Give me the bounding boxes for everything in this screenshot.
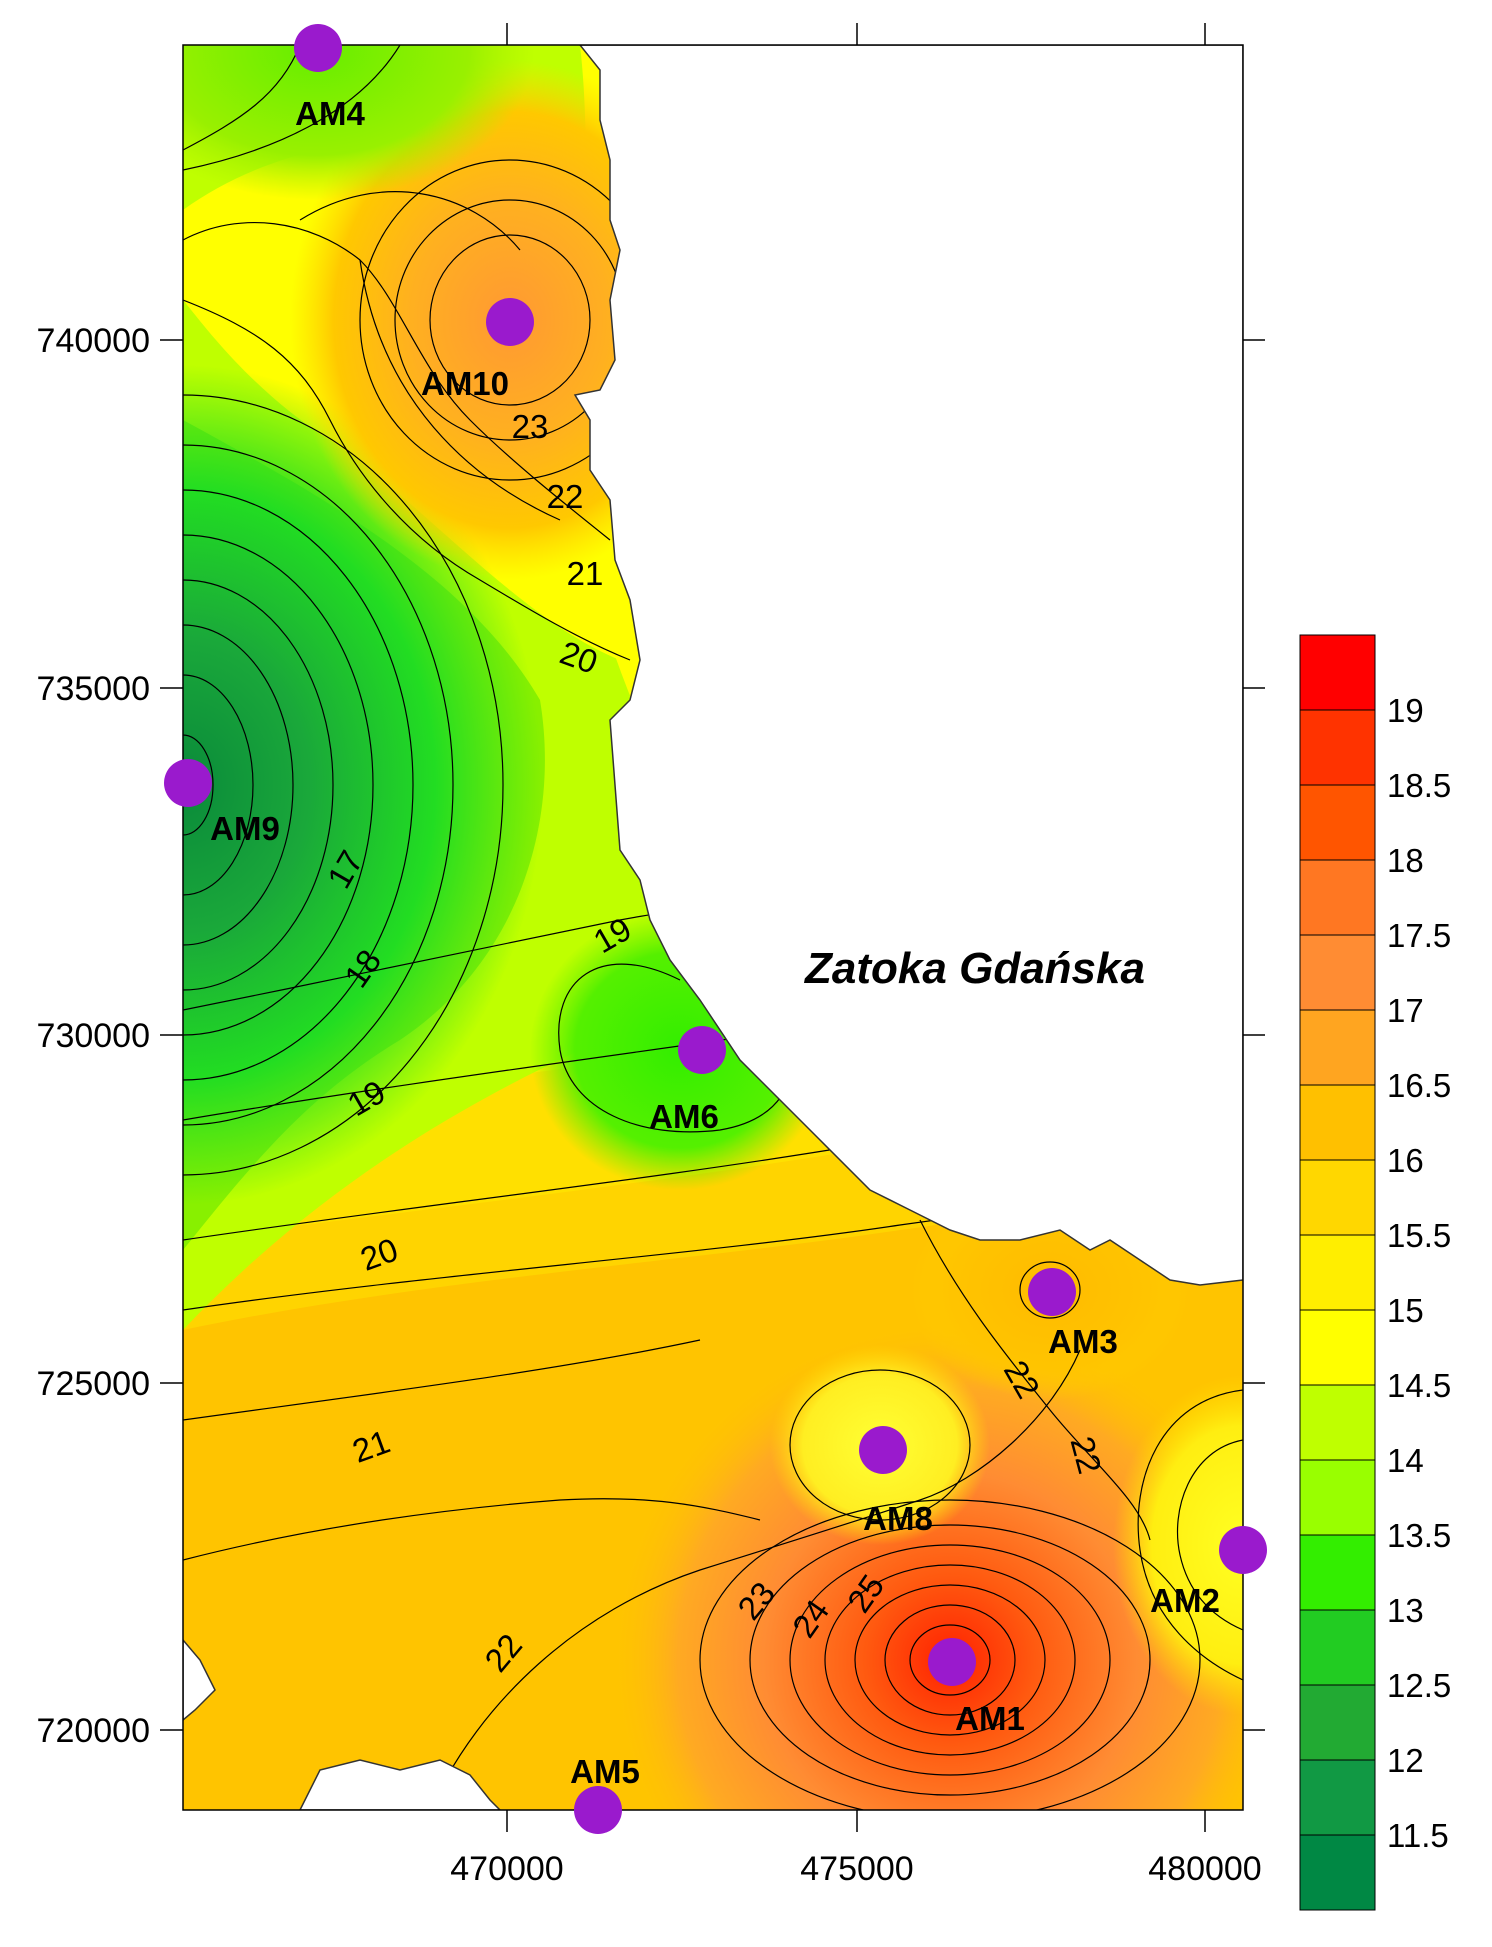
am4-anomaly (183, 45, 535, 200)
plot-area (183, 45, 1243, 1810)
legend-swatch (1299, 859, 1376, 936)
station-marker-am1 (928, 1638, 976, 1686)
station-label: AM8 (863, 1500, 933, 1537)
contour-label: 21 (567, 555, 604, 592)
legend-label: 18 (1387, 842, 1424, 879)
legend-swatch (1299, 1384, 1376, 1461)
legend-label: 19 (1387, 692, 1424, 729)
plot-frame (182, 44, 1244, 1811)
station-label: AM6 (649, 1098, 719, 1135)
x-axis-labels: 470000 475000 480000 (450, 1850, 1261, 1888)
legend-label: 13 (1387, 1592, 1424, 1629)
legend-swatch (1299, 934, 1376, 1011)
axis-ticks (160, 23, 1265, 1832)
legend-swatch (1299, 1084, 1376, 1161)
station-marker-am6 (678, 1026, 726, 1074)
y-tick-label: 735000 (37, 670, 150, 708)
legend-label: 18.5 (1387, 767, 1451, 804)
legend-label: 17 (1387, 992, 1424, 1029)
station-marker-am8 (859, 1426, 907, 1474)
sea-label: Zatoka Gdańska (803, 944, 1145, 993)
station-label: AM1 (955, 1700, 1025, 1737)
y-axis-labels: 740000 735000 730000 725000 720000 (37, 322, 150, 1750)
station-label: AM5 (570, 1753, 640, 1790)
sea-mask (573, 45, 1243, 1286)
legend-label: 13.5 (1387, 1517, 1451, 1554)
legend-label: 12 (1387, 1742, 1424, 1779)
legend-label: 15.5 (1387, 1217, 1451, 1254)
legend-swatch (1299, 1684, 1376, 1761)
am1-anomaly (610, 1320, 1243, 1810)
y-tick-label: 720000 (37, 1712, 150, 1750)
y-tick-label: 730000 (37, 1017, 150, 1055)
x-tick-label: 470000 (450, 1850, 563, 1888)
legend-label: 14.5 (1387, 1367, 1451, 1404)
station-marker-am4 (294, 24, 342, 72)
legend-label: 14 (1387, 1442, 1424, 1479)
station-label: AM10 (421, 365, 509, 402)
legend-label: 12.5 (1387, 1667, 1451, 1704)
x-tick-label: 475000 (800, 1850, 913, 1888)
station-marker-am9 (164, 759, 212, 807)
y-tick-label: 740000 (37, 322, 150, 360)
contour-label: 23 (512, 408, 549, 445)
station-marker-am10 (486, 298, 534, 346)
legend-swatch (1299, 1534, 1376, 1611)
legend-swatch (1299, 1459, 1376, 1536)
legend-label: 16.5 (1387, 1067, 1451, 1104)
legend-label: 11.5 (1387, 1817, 1449, 1854)
legend-swatch (1299, 709, 1376, 786)
x-tick-label: 480000 (1148, 1850, 1261, 1888)
station-labels: AM4 AM10 AM9 AM6 AM3 AM8 AM2 AM1 AM5 (210, 95, 1220, 1790)
station-marker-am2 (1219, 1526, 1267, 1574)
legend-swatch (1299, 784, 1376, 861)
legend-swatch (1299, 1609, 1376, 1686)
legend-swatch (1299, 1834, 1376, 1911)
station-label: AM9 (210, 810, 280, 847)
legend-label: 16 (1387, 1142, 1424, 1179)
legend-swatch (1299, 1234, 1376, 1311)
legend-label: 15 (1387, 1292, 1424, 1329)
lagoon-mask (299, 1759, 502, 1810)
station-label: AM3 (1048, 1323, 1118, 1360)
legend-swatch (1299, 634, 1376, 711)
y-tick-label: 725000 (37, 1365, 150, 1403)
contour-label: 22 (547, 478, 584, 515)
legend-label: 17.5 (1387, 917, 1451, 954)
legend-swatch (1299, 1309, 1376, 1386)
station-label: AM4 (295, 95, 365, 132)
legend-swatch (1299, 1759, 1376, 1836)
station-markers (164, 24, 1267, 1834)
station-label: AM2 (1150, 1582, 1220, 1619)
legend-swatch (1299, 1159, 1376, 1236)
legend-swatch (1299, 1009, 1376, 1086)
station-marker-am5 (574, 1786, 622, 1834)
color-legend: 19 18.5 18 17.5 17 16.5 16 15.5 15 14.5 14 13.5 13 12… (1299, 634, 1451, 1911)
station-marker-am3 (1028, 1268, 1076, 1316)
lagoon-mask-west (183, 1638, 216, 1721)
